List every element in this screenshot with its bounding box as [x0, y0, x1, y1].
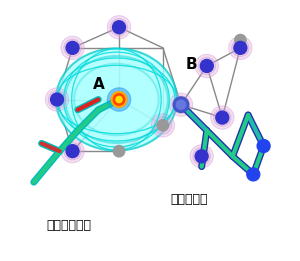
Ellipse shape: [154, 117, 172, 134]
Circle shape: [111, 92, 127, 107]
Circle shape: [113, 145, 125, 157]
Ellipse shape: [110, 19, 128, 36]
Ellipse shape: [214, 109, 231, 126]
Circle shape: [113, 94, 125, 105]
Ellipse shape: [61, 36, 84, 60]
Text: A: A: [92, 77, 104, 92]
Circle shape: [107, 88, 130, 111]
Ellipse shape: [64, 143, 81, 160]
Circle shape: [175, 98, 188, 111]
Ellipse shape: [151, 114, 175, 137]
Circle shape: [175, 98, 188, 111]
Ellipse shape: [229, 36, 252, 60]
Circle shape: [195, 150, 208, 163]
Ellipse shape: [61, 140, 84, 163]
Ellipse shape: [195, 54, 218, 78]
Circle shape: [235, 34, 246, 46]
Ellipse shape: [74, 64, 159, 135]
Text: ヒスチジン: ヒスチジン: [171, 193, 208, 206]
Text: グルタミン酸: グルタミン酸: [47, 219, 92, 232]
Circle shape: [176, 100, 186, 109]
Circle shape: [66, 41, 79, 54]
Ellipse shape: [211, 106, 234, 129]
Ellipse shape: [107, 16, 130, 39]
Circle shape: [157, 120, 169, 131]
Ellipse shape: [107, 88, 130, 111]
Circle shape: [173, 97, 189, 112]
Ellipse shape: [56, 48, 177, 151]
Circle shape: [51, 93, 64, 106]
Ellipse shape: [65, 56, 168, 143]
Circle shape: [112, 93, 125, 106]
Text: B: B: [185, 57, 197, 72]
Ellipse shape: [48, 91, 66, 108]
Ellipse shape: [172, 96, 190, 113]
Ellipse shape: [190, 145, 213, 168]
Circle shape: [247, 168, 260, 181]
Circle shape: [116, 96, 122, 103]
Ellipse shape: [232, 39, 249, 57]
Circle shape: [200, 60, 213, 72]
Ellipse shape: [169, 93, 193, 116]
Circle shape: [201, 60, 212, 72]
Ellipse shape: [64, 39, 81, 57]
Ellipse shape: [198, 57, 215, 75]
Circle shape: [216, 111, 229, 124]
Ellipse shape: [193, 148, 210, 165]
Circle shape: [257, 140, 270, 152]
Circle shape: [112, 21, 125, 34]
Ellipse shape: [110, 91, 128, 108]
Ellipse shape: [45, 88, 69, 111]
Circle shape: [66, 145, 79, 158]
Circle shape: [234, 41, 247, 54]
